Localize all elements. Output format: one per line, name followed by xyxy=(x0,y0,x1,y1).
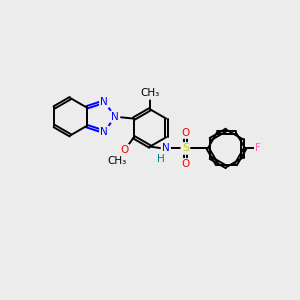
Text: O: O xyxy=(120,145,129,155)
Text: N: N xyxy=(100,97,108,106)
Text: O: O xyxy=(181,128,190,138)
Text: CH₃: CH₃ xyxy=(140,88,160,98)
Text: H: H xyxy=(157,154,165,164)
Text: N: N xyxy=(162,143,170,153)
Text: CH₃: CH₃ xyxy=(107,157,127,166)
Text: O: O xyxy=(181,159,190,169)
Text: N: N xyxy=(100,127,108,137)
Text: N: N xyxy=(111,112,119,122)
Text: S: S xyxy=(182,143,189,153)
Text: F: F xyxy=(255,143,261,153)
